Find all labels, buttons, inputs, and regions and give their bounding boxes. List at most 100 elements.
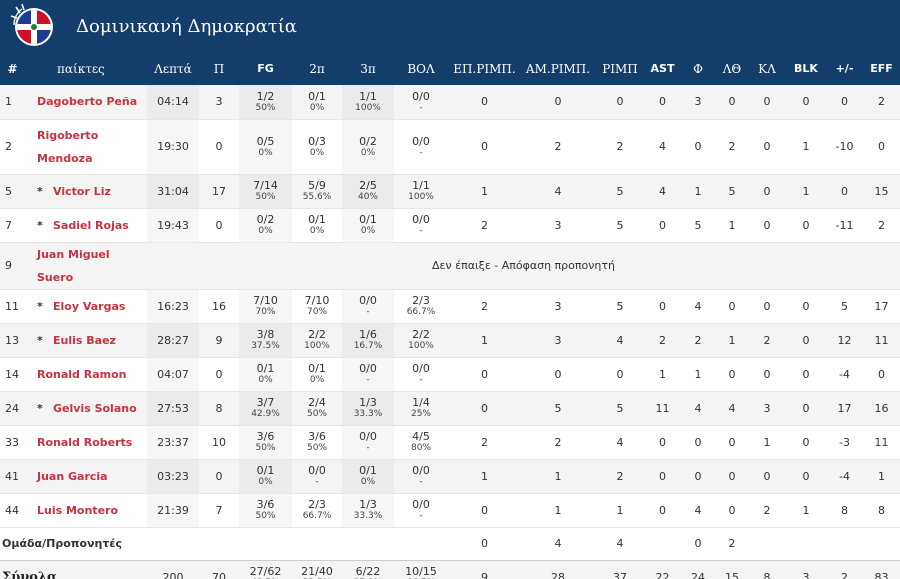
- col-ast: AST: [650, 62, 675, 75]
- col-eff: EFF: [870, 62, 893, 75]
- player-row: 1 Dagoberto Peña 04:14 3 1/2 50% 0/1 0% 1/1 100% 0…: [0, 85, 900, 119]
- free-throws-pct: -: [419, 477, 423, 487]
- player-name-link[interactable]: Rigoberto Mendoza: [37, 128, 99, 165]
- team-turnovers: 2: [728, 537, 736, 550]
- two-pt-made: 0/1: [308, 89, 326, 103]
- minutes: 04:14: [147, 85, 199, 119]
- three-pt-pct: 0%: [360, 477, 376, 487]
- assists: 0: [659, 469, 666, 483]
- three-pt-pct: 0%: [360, 147, 376, 158]
- def-rebounds: 1: [554, 503, 562, 517]
- fouls: 0: [694, 140, 702, 153]
- def-rebounds: 0: [554, 367, 562, 381]
- free-throws: 0/0-: [394, 208, 448, 242]
- two-pt-made: 0/3: [308, 134, 326, 148]
- player-number: 44: [5, 503, 19, 517]
- player-number: 7: [5, 218, 12, 232]
- fg: 7/10 70%: [239, 289, 292, 323]
- two-pt-made: 3/6: [308, 430, 326, 443]
- three-pt-made: 0/1: [359, 213, 377, 226]
- fg-made: 1/2: [256, 89, 275, 103]
- player-name-cell: Rigoberto Mendoza: [25, 119, 147, 174]
- two-pt: 0/1 0%: [292, 208, 342, 242]
- points: 0: [215, 140, 223, 153]
- fg-pct: 0%: [258, 226, 273, 236]
- player-name-link[interactable]: Ronald Ramon: [37, 367, 127, 381]
- player-number: 41: [5, 469, 19, 483]
- plus-minus: -11: [835, 218, 854, 232]
- three-pt: 2/5 40%: [342, 174, 394, 208]
- three-pt-made: 1/3: [359, 396, 377, 409]
- turnovers: 4: [728, 401, 736, 415]
- free-throws-pct: 100%: [408, 341, 434, 351]
- free-throws: 1/4 25%: [394, 391, 448, 425]
- two-pt-made: 5/9: [308, 179, 326, 192]
- boxscore-table: # παίκτες Λεπτά Π FG 2π 3π ΒΟΛ ΕΠ.ΡΙΜΠ. …: [0, 52, 900, 579]
- player-name-link[interactable]: Dagoberto Peña: [37, 95, 138, 109]
- fg: 3/8 37.5%: [239, 323, 292, 357]
- fg: 7/14 50%: [239, 174, 292, 208]
- total-fg-made: 27/62: [249, 565, 282, 578]
- fg-made: 0/2: [256, 213, 275, 226]
- total-minutes: 200: [162, 570, 184, 579]
- free-throws-made: 0/0: [412, 89, 430, 103]
- free-throws: 0/0-: [394, 493, 448, 527]
- blocks: 0: [802, 401, 810, 415]
- two-pt: 3/6 50%: [292, 425, 342, 459]
- player-name-link[interactable]: Ronald Roberts: [37, 435, 133, 449]
- blocks: 0: [802, 435, 810, 449]
- plus-minus: -4: [839, 469, 850, 483]
- steals: 0: [763, 218, 771, 232]
- points: 0: [215, 367, 223, 381]
- player-name-link[interactable]: Eulis Baez: [53, 333, 116, 347]
- off-rebounds: 1: [481, 333, 488, 347]
- two-pt-pct: 55.6%: [302, 192, 332, 202]
- two-pt: 2/2 100%: [292, 323, 342, 357]
- player-row: 44 Luis Montero 21:39 7 3/6 50% 2/3 66.7% 1/3 33.…: [0, 493, 900, 527]
- def-rebounds: 3: [554, 299, 562, 313]
- player-name-link[interactable]: Juan Garcia: [37, 469, 108, 483]
- rebounds: 2: [616, 140, 624, 153]
- three-pt: 1/3 33.3%: [342, 493, 394, 527]
- rebounds: 1: [616, 503, 624, 517]
- off-rebounds: 2: [481, 299, 488, 313]
- plus-minus: 0: [841, 184, 848, 198]
- player-name-link[interactable]: Juan Miguel Suero: [37, 247, 110, 284]
- free-throws: 0/0-: [394, 459, 448, 493]
- minutes: 19:43: [147, 208, 199, 242]
- player-name-link[interactable]: Gelvis Solano: [53, 401, 137, 415]
- efficiency: 0: [878, 367, 885, 381]
- player-name-link[interactable]: Luis Montero: [37, 503, 119, 517]
- player-row: 14 Ronald Ramon 04:07 0 0/1 0% 0/1 0% 0/0-0/0-0 0…: [0, 357, 900, 391]
- two-pt-made: 0/1: [308, 213, 326, 226]
- two-pt-made: 7/10: [304, 294, 330, 307]
- turnovers: 5: [728, 184, 736, 198]
- player-name-link[interactable]: Sadiel Rojas: [53, 218, 129, 232]
- fg-made: 0/5: [256, 134, 275, 148]
- fg-pct: 0%: [258, 147, 273, 158]
- blocks: 0: [802, 218, 810, 232]
- col-oreb: ΕΠ.ΡΙΜΠ.: [453, 61, 516, 76]
- fg-made: 7/10: [253, 294, 278, 307]
- turnovers: 1: [728, 333, 736, 347]
- player-row: 13 * Eulis Baez 28:27 9 3/8 37.5% 2/2 100% 1/6 16.…: [0, 323, 900, 357]
- total-off-rebounds: 9: [481, 570, 488, 579]
- three-pt: 0/2 0%: [342, 119, 394, 174]
- off-rebounds: 0: [481, 503, 488, 517]
- player-number: 9: [5, 259, 12, 272]
- efficiency: 1: [878, 469, 885, 483]
- starter-marker: *: [37, 299, 43, 313]
- three-pt-made: 0/2: [359, 134, 377, 148]
- free-throws-made: 0/0: [412, 134, 430, 148]
- player-name-link[interactable]: Victor Liz: [53, 184, 111, 198]
- three-pt-pct: 33.3%: [353, 409, 383, 419]
- two-pt: 2/3 66.7%: [292, 493, 342, 527]
- blocks: 0: [802, 469, 810, 483]
- team-def-rebounds: 4: [554, 537, 562, 550]
- minutes: 28:27: [147, 323, 199, 357]
- col-fg: FG: [257, 62, 274, 75]
- three-pt-made: 1/3: [359, 498, 377, 511]
- player-name-cell: Ronald Ramon: [25, 357, 147, 391]
- three-pt: 1/3 33.3%: [342, 391, 394, 425]
- player-name-link[interactable]: Eloy Vargas: [53, 299, 126, 313]
